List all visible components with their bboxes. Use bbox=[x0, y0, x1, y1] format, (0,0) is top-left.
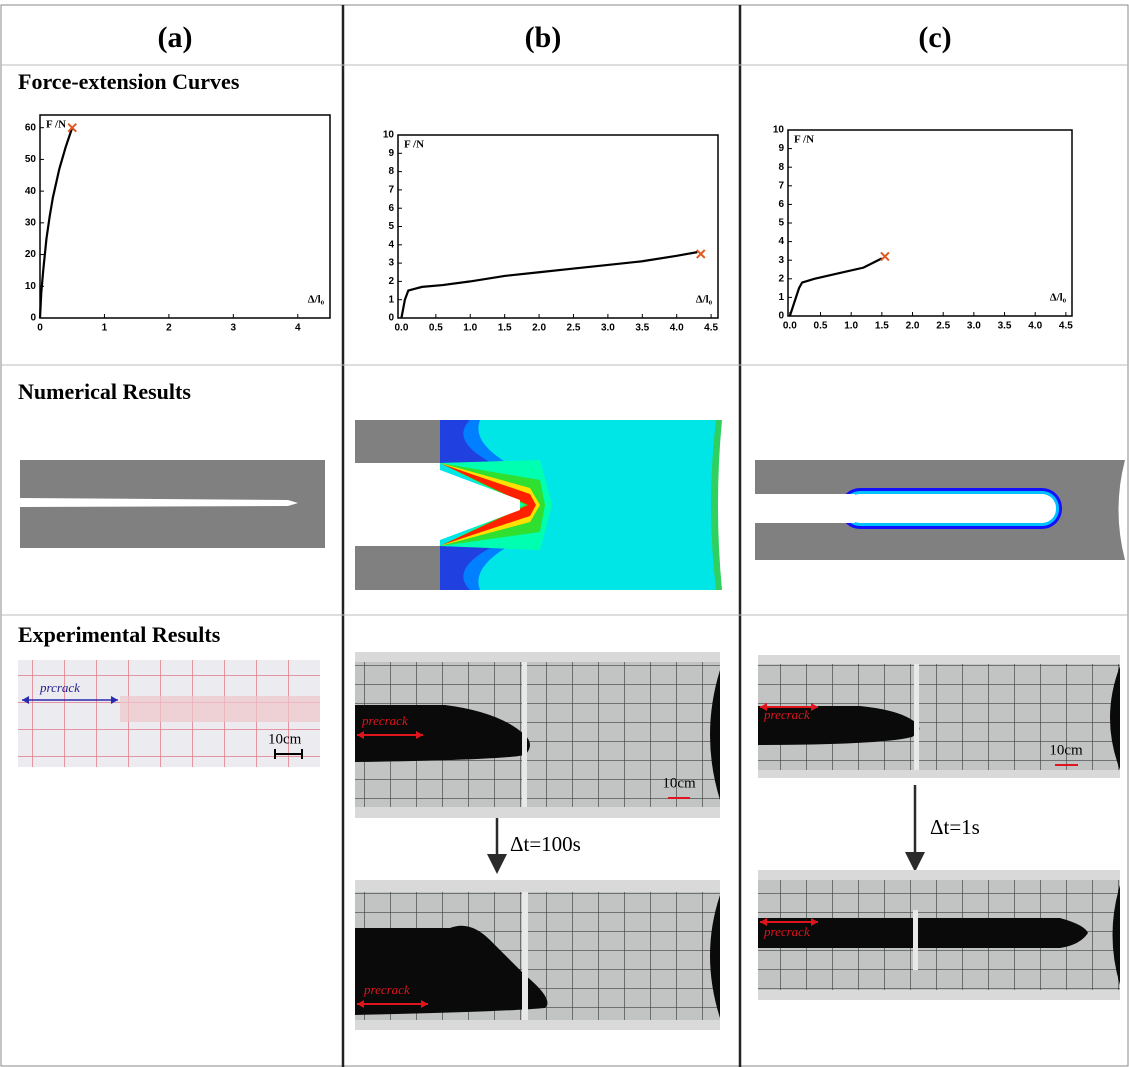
photo-a bbox=[18, 660, 320, 767]
crack-label: prcrack bbox=[39, 680, 80, 695]
simulation-b bbox=[355, 420, 730, 590]
y-tick-label: 3 bbox=[778, 255, 784, 266]
x-tick-label: 2 bbox=[166, 323, 172, 334]
y-tick-label: 50 bbox=[25, 154, 37, 165]
x-tick-label: 1.5 bbox=[875, 321, 889, 332]
simulation-c bbox=[755, 460, 1125, 560]
x-tick-label: 3.0 bbox=[601, 323, 615, 334]
crack-label: precrack bbox=[363, 982, 410, 997]
y-tick-label: 10 bbox=[25, 281, 37, 292]
x-tick-label: 4 bbox=[295, 323, 301, 334]
photo-b2 bbox=[355, 880, 720, 1030]
x-axis-label: Δ/l₀ bbox=[1050, 292, 1067, 304]
y-tick-label: 40 bbox=[25, 186, 37, 197]
x-tick-label: 4.5 bbox=[1059, 321, 1073, 332]
plot-frame bbox=[39, 114, 331, 319]
x-tick-label: 3.5 bbox=[998, 321, 1012, 332]
crack-label: precrack bbox=[763, 924, 810, 939]
y-tick-label: 7 bbox=[778, 180, 784, 191]
x-tick-label: 1.5 bbox=[498, 323, 512, 334]
x-tick-label: 0 bbox=[37, 323, 43, 334]
y-tick-label: 7 bbox=[388, 185, 394, 196]
y-tick-label: 8 bbox=[778, 162, 784, 173]
row-label: Experimental Results bbox=[18, 622, 221, 647]
x-tick-label: 3.5 bbox=[635, 323, 649, 334]
plot-frame bbox=[397, 134, 719, 319]
curve bbox=[400, 251, 698, 319]
scale-label: 10cm bbox=[1049, 742, 1083, 758]
scale-label: 10cm bbox=[268, 731, 302, 747]
y-tick-label: 2 bbox=[778, 273, 784, 284]
row-label: Force-extension Curves bbox=[18, 69, 240, 94]
x-tick-label: 0.0 bbox=[394, 323, 408, 334]
failure-marker bbox=[880, 251, 890, 262]
curve bbox=[38, 127, 74, 319]
curve bbox=[788, 257, 883, 317]
y-tick-label: 8 bbox=[388, 166, 394, 177]
column-header: (a) bbox=[158, 21, 193, 54]
y-tick-label: 20 bbox=[25, 249, 37, 260]
x-tick-label: 2.0 bbox=[906, 321, 920, 332]
time-label: Δt=100s bbox=[510, 832, 581, 856]
x-tick-label: 3.0 bbox=[967, 321, 981, 332]
y-tick-label: 1 bbox=[778, 292, 784, 303]
scale-label: 10cm bbox=[662, 775, 696, 791]
y-tick-label: 2 bbox=[388, 276, 394, 287]
frame bbox=[0, 4, 1129, 1067]
y-axis-label: F /N bbox=[46, 119, 66, 131]
y-tick-label: 0 bbox=[30, 313, 36, 324]
x-tick-label: 0.0 bbox=[783, 321, 797, 332]
y-tick-label: 9 bbox=[778, 143, 784, 154]
y-tick-label: 5 bbox=[388, 221, 394, 232]
simulation-a bbox=[20, 460, 325, 548]
x-axis-label: Δ/l₀ bbox=[696, 294, 713, 306]
photo-c1 bbox=[758, 655, 1120, 778]
x-tick-label: 0.5 bbox=[429, 323, 443, 334]
x-tick-label: 2.5 bbox=[936, 321, 950, 332]
x-tick-label: 2.5 bbox=[567, 323, 581, 334]
y-tick-label: 1 bbox=[388, 294, 394, 305]
x-tick-label: 4.0 bbox=[1028, 321, 1042, 332]
crack-label: precrack bbox=[763, 707, 810, 722]
y-tick-label: 10 bbox=[773, 125, 785, 136]
column-header: (b) bbox=[525, 21, 562, 54]
y-tick-label: 4 bbox=[388, 239, 394, 250]
time-label: Δt=1s bbox=[930, 815, 980, 839]
row-label: Numerical Results bbox=[18, 379, 191, 404]
x-tick-label: 3 bbox=[231, 323, 237, 334]
x-tick-label: 1 bbox=[102, 323, 108, 334]
photo-c2 bbox=[758, 870, 1120, 1000]
y-tick-label: 6 bbox=[388, 203, 394, 214]
y-tick-label: 30 bbox=[25, 217, 37, 228]
plot-frame bbox=[787, 129, 1073, 317]
x-tick-label: 4.0 bbox=[670, 323, 684, 334]
x-tick-label: 4.5 bbox=[704, 323, 718, 334]
y-tick-label: 3 bbox=[388, 258, 394, 269]
x-axis-label: Δ/l₀ bbox=[308, 294, 325, 306]
y-axis-label: F /N bbox=[404, 139, 424, 151]
y-tick-label: 0 bbox=[778, 311, 784, 322]
y-tick-label: 0 bbox=[388, 313, 394, 324]
y-tick-label: 5 bbox=[778, 218, 784, 229]
photo-b1 bbox=[355, 652, 720, 818]
y-tick-label: 9 bbox=[388, 148, 394, 159]
x-tick-label: 2.0 bbox=[532, 323, 546, 334]
y-tick-label: 10 bbox=[383, 130, 395, 141]
x-tick-label: 0.5 bbox=[814, 321, 828, 332]
y-axis-label: F /N bbox=[794, 134, 814, 146]
crack-label: precrack bbox=[361, 713, 408, 728]
y-tick-label: 4 bbox=[778, 236, 784, 247]
x-tick-label: 1.0 bbox=[844, 321, 858, 332]
y-tick-label: 60 bbox=[25, 122, 37, 133]
failure-marker bbox=[696, 249, 706, 259]
failure-marker bbox=[67, 122, 77, 133]
column-header: (c) bbox=[918, 21, 951, 54]
x-tick-label: 1.0 bbox=[463, 323, 477, 334]
y-tick-label: 6 bbox=[778, 199, 784, 210]
